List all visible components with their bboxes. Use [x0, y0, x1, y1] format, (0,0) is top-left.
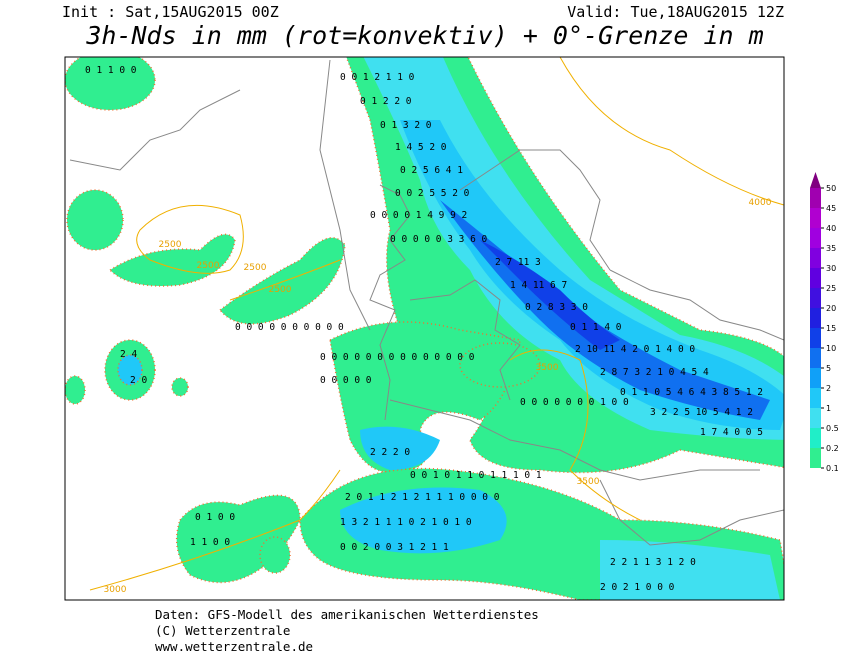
colorbar-swatch	[810, 428, 821, 448]
colorbar-label: 45	[826, 204, 836, 213]
isoline-label: 2500	[244, 263, 267, 273]
colorbar-swatch	[810, 288, 821, 308]
precip-value: 2 0 1 1 2 1 2 1 1 1 0 0 0 0	[345, 492, 500, 503]
precip-value: 2 8 7 3 2 1 0 4 5 4	[600, 367, 709, 378]
isoline-label: 3000	[104, 585, 127, 595]
colorbar-label: 50	[826, 184, 836, 193]
precip-value: 3 2 2 5 10 5 4 1 2	[650, 407, 753, 418]
precip-value: 1 4 11 6 7	[510, 280, 567, 291]
isoline-label: 3500	[577, 477, 600, 487]
precip-value: 0 1 1 0 0	[85, 65, 137, 76]
colorbar-label: 10	[826, 344, 836, 353]
precip-value: 0 1 2 2 0	[360, 96, 412, 107]
colorbar-swatch	[810, 228, 821, 248]
precip-value: 2 2 2 0	[370, 447, 410, 458]
isoline-label: 2500	[269, 285, 292, 295]
precip-value: 2 0	[130, 375, 147, 386]
colorbar-label: 1	[826, 404, 831, 413]
precip-value: 0 0 0 0 0	[320, 375, 372, 386]
colorbar-swatch	[810, 368, 821, 388]
precip-value: 0 2 8 3 3 0	[525, 302, 588, 313]
colorbar-label: 0.2	[826, 444, 839, 453]
precip-value: 2 0 2 1 0 0 0	[600, 582, 675, 593]
colorbar-label: 0.5	[826, 424, 839, 433]
colorbar-swatch	[810, 188, 821, 208]
precip-value: 2 4	[120, 349, 137, 360]
colorbar-swatch	[810, 268, 821, 288]
footer-line: (C) Wetterzentrale	[155, 623, 290, 638]
precip-value: 0 0 0 0 0 0 0 0 0 0 0 0 0 0	[320, 352, 475, 363]
map: 0 1 1 0 0 0 0 1 2 1 1 0 0 1 2 2 0 0 1 3 2 0…	[65, 57, 784, 600]
precip-value: 0 0 1 0 1 1 0 1 1 1 0 1	[410, 470, 542, 481]
precip-value: 2 10 11 4 2 0 1 4 0 0	[575, 344, 695, 355]
precip-value: 0 1 1 4 0	[570, 322, 622, 333]
colorbar-label: 0.1	[826, 464, 839, 473]
colorbar-label: 40	[826, 224, 836, 233]
precip-value: 1 3 2 1 1 1 0 2 1 0 1 0	[340, 517, 472, 528]
footer-line: Daten: GFS-Modell des amerikanischen Wet…	[155, 607, 539, 622]
precip-value: 1 1 0 0	[190, 537, 230, 548]
precip-value: 0 0 0 0 0 3 3 6 0	[390, 234, 488, 245]
isoline-label: 2500	[159, 240, 182, 250]
precip-value: 0 1 3 2 0	[380, 120, 432, 131]
colorbar-swatch	[810, 448, 821, 468]
isoline-label: 4000	[749, 198, 772, 208]
colorbar-label: 5	[826, 364, 831, 373]
isoline-label: 3500	[536, 363, 559, 373]
precip-value: 0 0 2 0 0 3 1 2 1 1	[340, 542, 449, 553]
precip-value: 0 0 0 0 0 0 0 1 0 0	[520, 397, 629, 408]
isoline-label: 2500	[197, 261, 220, 271]
colorbar-label: 20	[826, 304, 836, 313]
map-frame	[64, 56, 785, 601]
precip-value: 0 1 1 0 5 4 6 4 3 8 5 1 2	[620, 387, 763, 398]
colorbar-swatch	[810, 248, 821, 268]
precip-value: 0 0 0 0 1 4 9 9 2	[370, 210, 467, 221]
colorbar-arrow	[810, 172, 821, 188]
precip-value: 1 4 5 2 0	[395, 142, 447, 153]
precip-value: 1 7 4 0 0 5	[700, 427, 763, 438]
precip-value: 2 2 1 1 3 1 2 0	[610, 557, 696, 568]
precip-value: 2 7 11 3	[495, 257, 541, 268]
colorbar-label: 2	[826, 384, 831, 393]
colorbar-swatch	[810, 208, 821, 228]
precip-value: 0 0 0 0 0 0 0 0 0 0	[235, 322, 344, 333]
colorbar-label: 30	[826, 264, 836, 273]
colorbar-swatch	[810, 348, 821, 368]
precip-areas	[65, 57, 784, 600]
precip-value: 0 0 2 5 5 2 0	[395, 188, 470, 199]
borders	[69, 59, 784, 546]
map-title: 3h-Nds in mm (rot=konvektiv) + 0°-Grenze…	[85, 21, 763, 50]
valid-time: Valid: Tue,18AUG2015 12Z	[567, 3, 784, 21]
colorbar-swatch	[810, 308, 821, 328]
precip-value: 0 0 1 2 1 1 0	[340, 72, 415, 83]
colorbar-swatch	[810, 328, 821, 348]
init-time: Init : Sat,15AUG2015 00Z	[62, 3, 279, 21]
colorbar-label: 15	[826, 324, 836, 333]
colorbar-swatch	[810, 408, 821, 428]
colorbar-label: 35	[826, 244, 836, 253]
colorbar-swatch	[810, 388, 821, 408]
precip-value: 0 2 5 6 4 1	[400, 165, 463, 176]
precip-value: 0 1 0 0	[195, 512, 235, 523]
freezing-level-isolines	[89, 57, 784, 591]
footer-line: www.wetterzentrale.de	[155, 639, 313, 654]
colorbar-label: 25	[826, 284, 836, 293]
